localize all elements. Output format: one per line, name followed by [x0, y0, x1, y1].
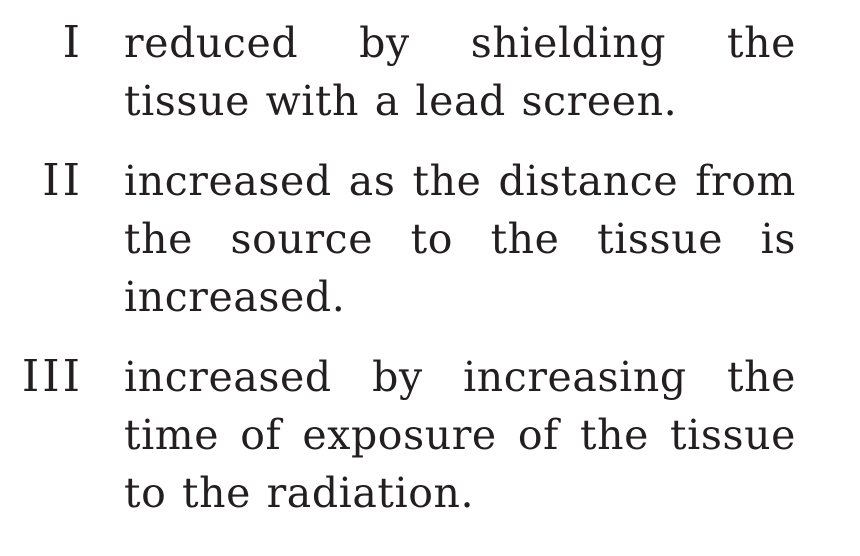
roman-numeral-3: III [21, 351, 83, 402]
statement-text-1: reduced by shielding the tissue with a l… [124, 19, 796, 125]
statement-text-2: increased as the distance from the sourc… [124, 157, 796, 321]
statement-item-3: III increased by increasing the time of … [0, 348, 860, 522]
statement-list: I reduced by shielding the tissue with a… [0, 14, 860, 544]
statement-item-2: II increased as the distance from the so… [0, 152, 860, 326]
statement-item-1: I reduced by shielding the tissue with a… [0, 14, 860, 130]
roman-numeral-1: I [62, 17, 83, 68]
statement-text-3: increased by increasing the time of expo… [124, 353, 796, 517]
roman-numeral-2: II [42, 155, 83, 206]
